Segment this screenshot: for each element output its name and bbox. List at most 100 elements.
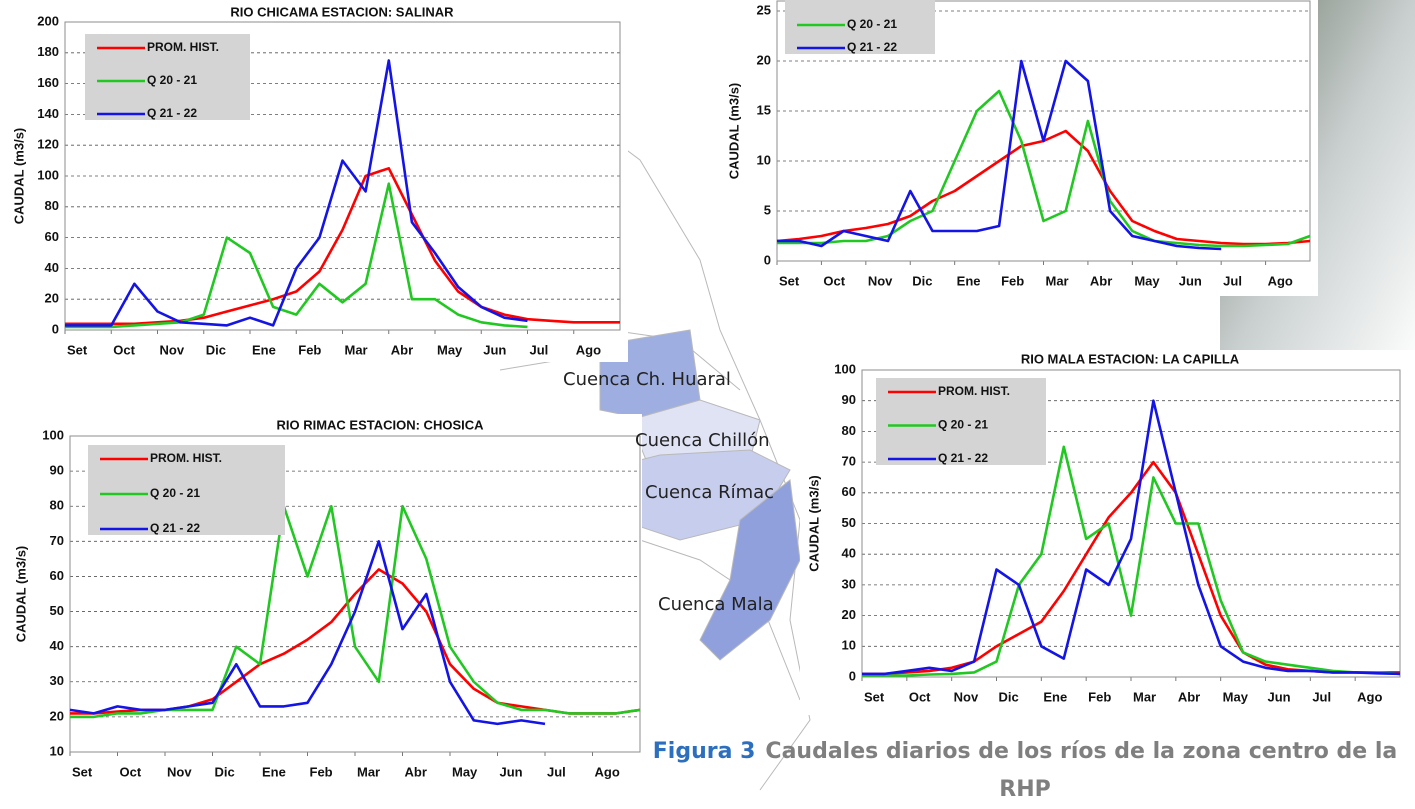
y-tick-label: 80 <box>50 498 64 513</box>
legend-label: Q 20 - 21 <box>847 17 897 31</box>
x-tick-label: May <box>1134 273 1160 288</box>
x-tick-label: Mar <box>345 342 368 357</box>
x-tick-label: Feb <box>1001 273 1024 288</box>
caption-text: Caudales diarios de los ríos de la zona … <box>765 739 1397 802</box>
caption: Figura 3 Caudales diarios de los ríos de … <box>640 733 1410 809</box>
y-tick-label: 40 <box>842 546 856 561</box>
x-tick-label: Jun <box>1268 689 1291 704</box>
x-tick-label: Jul <box>1223 273 1242 288</box>
y-tick-label: 160 <box>37 75 59 90</box>
x-tick-label: Oct <box>120 764 142 779</box>
y-tick-label: 100 <box>42 427 64 442</box>
y-tick-label: 60 <box>50 568 64 583</box>
y-tick-label: 60 <box>842 484 856 499</box>
y-axis-label: CAUDAL (m3/s) <box>13 546 28 643</box>
chart-title: RIO MALA ESTACION: LA CAPILLA <box>1021 351 1240 366</box>
y-tick-label: 10 <box>842 638 856 653</box>
y-tick-label: 50 <box>50 603 64 618</box>
x-tick-label: Nov <box>954 689 979 704</box>
y-tick-label: 10 <box>757 152 771 167</box>
legend-label: Q 20 - 21 <box>147 73 197 87</box>
x-tick-label: Mar <box>1133 689 1156 704</box>
page: 020406080100120140160180200SetOctNovDicE… <box>0 0 1415 802</box>
y-tick-label: 40 <box>50 638 64 653</box>
figure: 020406080100120140160180200SetOctNovDicE… <box>0 0 1415 802</box>
y-tick-label: 25 <box>757 2 771 17</box>
y-tick-label: 20 <box>45 291 59 306</box>
x-tick-label: Feb <box>1088 689 1111 704</box>
x-tick-label: May <box>1223 689 1249 704</box>
x-tick-label: Oct <box>823 273 845 288</box>
y-tick-label: 120 <box>37 137 59 152</box>
x-tick-label: Jul <box>530 342 549 357</box>
charts: 020406080100120140160180200SetOctNovDicE… <box>0 0 1415 799</box>
x-tick-label: Jun <box>500 764 523 779</box>
x-tick-label: Abr <box>405 764 427 779</box>
map-label: Cuenca Rímac <box>645 482 774 503</box>
y-tick-label: 20 <box>842 607 856 622</box>
x-tick-label: Set <box>864 689 885 704</box>
y-tick-label: 20 <box>50 708 64 723</box>
x-tick-label: Set <box>67 342 88 357</box>
y-tick-label: 140 <box>37 106 59 121</box>
x-tick-label: Abr <box>1090 273 1112 288</box>
chart: 0510152025SetOctNovDicEneFebMarAbrMayJun… <box>722 0 1318 296</box>
caption-label: Figura 3 <box>653 739 756 764</box>
x-tick-label: Ene <box>957 273 981 288</box>
y-tick-label: 0 <box>52 321 59 336</box>
legend-label: Q 21 - 22 <box>847 40 897 54</box>
y-axis-label: CAUDAL (m3/s) <box>806 475 821 572</box>
x-tick-label: Ago <box>595 764 620 779</box>
legend-label: Q 21 - 22 <box>147 106 197 120</box>
legend-label: Q 20 - 21 <box>938 418 988 432</box>
x-tick-label: Oct <box>113 342 135 357</box>
x-tick-label: Nov <box>868 273 893 288</box>
chart-title: RIO CHICAMA ESTACION: SALINAR <box>230 4 454 19</box>
x-tick-label: May <box>452 764 478 779</box>
x-tick-label: Jul <box>547 764 566 779</box>
legend-label: Q 20 - 21 <box>150 486 200 500</box>
x-tick-label: Nov <box>160 342 185 357</box>
x-tick-label: Jun <box>483 342 506 357</box>
y-tick-label: 15 <box>757 102 771 117</box>
x-tick-label: Abr <box>391 342 413 357</box>
y-tick-label: 100 <box>834 361 856 376</box>
y-tick-label: 100 <box>37 167 59 182</box>
x-tick-label: Ago <box>1357 689 1382 704</box>
y-tick-label: 30 <box>842 576 856 591</box>
x-tick-label: Ago <box>576 342 601 357</box>
y-tick-label: 5 <box>764 202 771 217</box>
y-tick-label: 80 <box>842 423 856 438</box>
x-tick-label: Mar <box>1046 273 1069 288</box>
y-tick-label: 180 <box>37 44 59 59</box>
y-tick-label: 50 <box>842 515 856 530</box>
y-axis-label: CAUDAL (m3/s) <box>11 128 26 225</box>
y-tick-label: 0 <box>764 252 771 267</box>
y-tick-label: 20 <box>757 52 771 67</box>
y-tick-label: 30 <box>50 673 64 688</box>
x-tick-label: Dic <box>999 689 1019 704</box>
x-tick-label: Oct <box>909 689 931 704</box>
y-tick-label: 90 <box>842 392 856 407</box>
x-tick-label: Ene <box>1043 689 1067 704</box>
y-tick-label: 200 <box>37 13 59 28</box>
y-axis-label: CAUDAL (m3/s) <box>726 83 741 180</box>
map-label: Cuenca Chillón <box>635 430 770 451</box>
x-tick-label: Dic <box>206 342 226 357</box>
x-tick-label: Dic <box>912 273 932 288</box>
legend-label: Q 21 - 22 <box>938 451 988 465</box>
x-tick-label: Abr <box>1178 689 1200 704</box>
x-tick-label: Feb <box>298 342 321 357</box>
y-tick-label: 90 <box>50 463 64 478</box>
legend-label: PROM. HIST. <box>147 40 219 54</box>
x-tick-label: Jun <box>1179 273 1202 288</box>
y-tick-label: 70 <box>50 533 64 548</box>
y-tick-label: 10 <box>50 743 64 758</box>
y-tick-label: 40 <box>45 260 59 275</box>
chart-title: RIO RIMAC ESTACION: CHOSICA <box>276 417 484 432</box>
legend-label: PROM. HIST. <box>938 384 1010 398</box>
x-tick-label: May <box>437 342 463 357</box>
x-tick-label: Set <box>72 764 93 779</box>
